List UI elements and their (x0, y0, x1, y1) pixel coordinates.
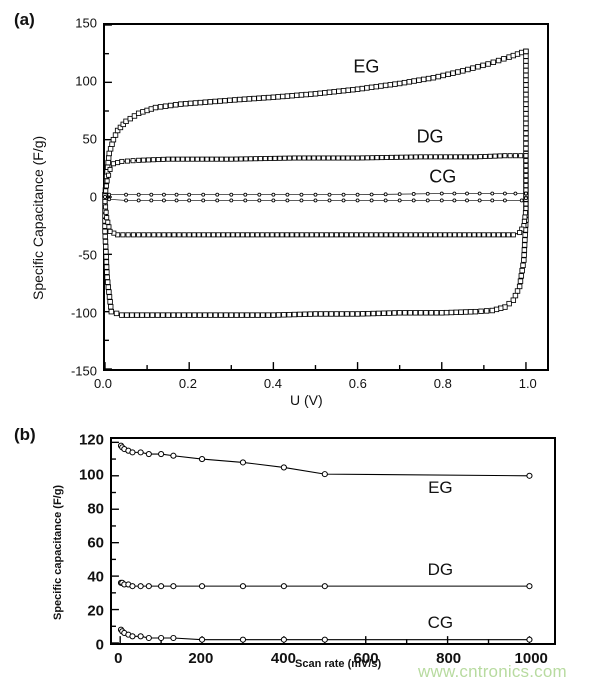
y-tick-label: 100 (78, 466, 104, 483)
curve-annotation-eg: EG (428, 478, 453, 498)
curve-annotation-cg: CG (427, 612, 454, 632)
y-tick-label: 60 (87, 534, 104, 552)
panel-a-curves (102, 24, 529, 370)
x-tick-label: 0.0 (93, 376, 113, 391)
curve-annotation-dg: DG (416, 126, 444, 147)
curve-annotation-cg: CG (429, 166, 457, 187)
curve-annotation-eg: EG (353, 56, 380, 77)
curve-annotation-dg: DG (427, 559, 454, 579)
site-watermark: www.cntronics.com (418, 662, 567, 681)
panel-b-y-axis-title: Specific capacitance (F/g) (52, 484, 64, 620)
y-tick-label: 0 (89, 189, 97, 205)
y-tick-label: -50 (78, 247, 97, 263)
y-tick-label: 150 (75, 15, 97, 31)
y-tick-label: -150 (70, 363, 97, 379)
y-tick-label: 100 (75, 73, 97, 89)
y-tick-label: 0 (95, 636, 104, 654)
panel-a-x-axis-title: U (V) (290, 392, 323, 408)
y-tick-label: 20 (87, 602, 104, 620)
x-tick-label: 800 (436, 650, 462, 667)
x-tick-label: 1.0 (518, 376, 537, 391)
x-tick-label: 400 (270, 650, 296, 667)
y-tick-label: -100 (70, 305, 97, 321)
panel-b-plot-area (110, 437, 556, 645)
y-tick-label: 50 (82, 131, 97, 147)
y-tick-label: 80 (87, 500, 104, 518)
panel-b-curves (112, 441, 533, 644)
panel-b-x-axis-title: Scan rate (mV/s) (295, 658, 382, 670)
y-tick-label: 40 (87, 568, 104, 586)
x-tick-label: 200 (188, 650, 214, 667)
x-tick-label: 0.8 (433, 376, 452, 391)
x-tick-label: 1000 (514, 650, 548, 667)
x-tick-label: 0.4 (263, 376, 282, 391)
x-tick-label: 600 (353, 650, 379, 667)
x-tick-label: 0.6 (348, 376, 367, 391)
x-tick-label: 0.2 (178, 376, 197, 391)
y-tick-label: 120 (78, 431, 104, 449)
x-tick-label: 0 (114, 650, 123, 667)
panel-b-label: (b) (14, 425, 36, 444)
panel-a-y-axis-title: Specific Capacitance (F/g) (30, 135, 46, 300)
panel-a-plot-area (102, 23, 549, 371)
panel-a-label: (a) (14, 10, 35, 29)
